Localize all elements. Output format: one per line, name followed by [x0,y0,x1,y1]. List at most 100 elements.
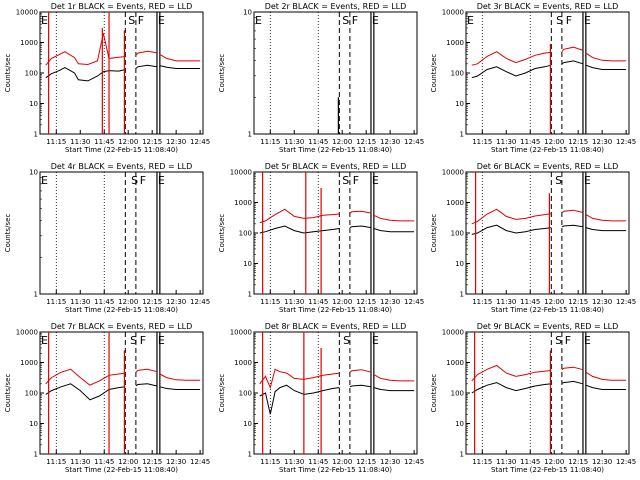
flag-label: F [353,174,359,187]
x-tick-label: 11:45 [94,138,114,146]
plot-frame [39,11,204,135]
series-line-events [373,387,415,392]
flag-label: S [555,334,562,347]
x-tick-label: 12:45 [616,138,636,146]
plot-frame [253,11,418,135]
y-tick-label: 1 [248,291,252,299]
y-axis-label: Counts/sec [430,54,438,93]
x-tick-label: 11:45 [308,298,328,306]
y-tick-label: 100 [239,230,252,238]
x-tick-label: 11:30 [284,138,304,146]
series-line-lld [585,371,627,381]
x-tick-label: 12:00 [544,458,564,466]
series-line-events [159,65,201,69]
flag-label: S [343,334,350,347]
series-line-lld [585,214,627,222]
series-line-events [561,224,584,228]
y-axis-label: Counts/sec [218,374,226,413]
x-tick-label: 12:00 [544,138,564,146]
flag-label: E [41,174,48,187]
series-line-lld [349,369,372,373]
series-line-lld [373,214,415,222]
x-tick-label: 11:15 [260,298,280,306]
y-axis-label: Counts/sec [4,374,12,413]
series-line-lld [135,50,158,56]
x-tick-label: 11:15 [472,458,492,466]
y-tick-label: 10 [455,260,464,268]
flag-label: F [140,334,146,347]
x-tick-label: 11:30 [284,458,304,466]
x-tick-label: 12:45 [616,298,636,306]
series-line-lld [471,51,552,66]
series-line-lld [259,368,340,390]
x-tick-label: 11:15 [46,458,66,466]
y-axis-label: Counts/sec [218,54,226,93]
x-tick-label: 12:00 [118,458,138,466]
flag-label: E [372,174,379,187]
plot-frame [465,331,630,455]
x-tick-label: 12:00 [544,298,564,306]
flag-label: E [255,14,262,27]
x-axis-label: Start Time (22-Feb-15 11:08:40) [491,146,604,154]
x-tick-label: 11:45 [308,138,328,146]
y-tick-label: 1 [248,131,252,139]
y-tick-label: 1 [34,291,38,299]
series-line-lld [561,366,584,371]
x-tick-label: 12:00 [118,138,138,146]
x-tick-label: 12:45 [616,458,636,466]
x-tick-label: 12:15 [142,298,162,306]
panel-title: Det 1r BLACK = Events, RED = LLD [51,2,193,11]
y-tick-label: 100 [25,390,38,398]
flag-label: S [342,174,349,187]
y-tick-label: 10000 [442,329,464,337]
series-line-lld [373,374,415,382]
x-tick-label: 12:15 [142,458,162,466]
x-tick-label: 11:30 [70,298,90,306]
x-tick-label: 12:15 [356,138,376,146]
x-tick-label: 12:30 [166,458,186,466]
y-tick-label: 1 [248,451,252,459]
flag-label: E [584,174,591,187]
x-tick-label: 11:45 [94,298,114,306]
panel-title: Det 3r BLACK = Events, RED = LLD [477,2,619,11]
panel-title: Det 4r BLACK = Events, RED = LLD [51,162,193,171]
panel-5: Det 5r BLACK = Events, RED = LLD S F E 1 10 10… [218,162,424,314]
series-line-events [471,224,552,235]
x-tick-label: 11:30 [496,458,516,466]
x-tick-label: 12:45 [190,458,210,466]
x-tick-label: 12:00 [332,138,352,146]
series-line-events [45,67,126,82]
y-tick-label: 1 [460,291,464,299]
y-tick-label: 10 [243,420,252,428]
y-tick-label: 100 [25,70,38,78]
series-line-events [585,64,627,70]
x-tick-label: 11:30 [496,298,516,306]
flag-label: F [566,14,572,27]
x-axis-label: Start Time (22-Feb-15 11:08:40) [279,306,392,314]
series-line-events [471,382,552,394]
series-line-events [135,64,158,69]
y-tick-label: 1000 [20,39,38,47]
flag-label: E [372,14,379,27]
x-tick-label: 12:45 [404,298,424,306]
series-line-events [259,225,340,234]
flag-label: S [130,334,137,347]
x-tick-label: 11:30 [70,138,90,146]
x-tick-label: 12:15 [568,138,588,146]
flag-label: S [555,174,562,187]
series-line-lld [561,209,584,214]
y-tick-label: 10 [29,420,38,428]
series-line-lld [349,210,372,214]
panel-title: Det 9r BLACK = Events, RED = LLD [477,322,619,331]
x-tick-label: 11:15 [260,458,280,466]
y-tick-label: 1000 [234,199,252,207]
flag-label: F [352,14,358,27]
flag-label: E [41,14,48,27]
y-tick-label: 10 [243,9,252,17]
x-tick-label: 11:45 [520,458,540,466]
y-tick-label: 1 [34,131,38,139]
y-tick-label: 10000 [230,329,252,337]
y-tick-label: 10 [455,100,464,108]
